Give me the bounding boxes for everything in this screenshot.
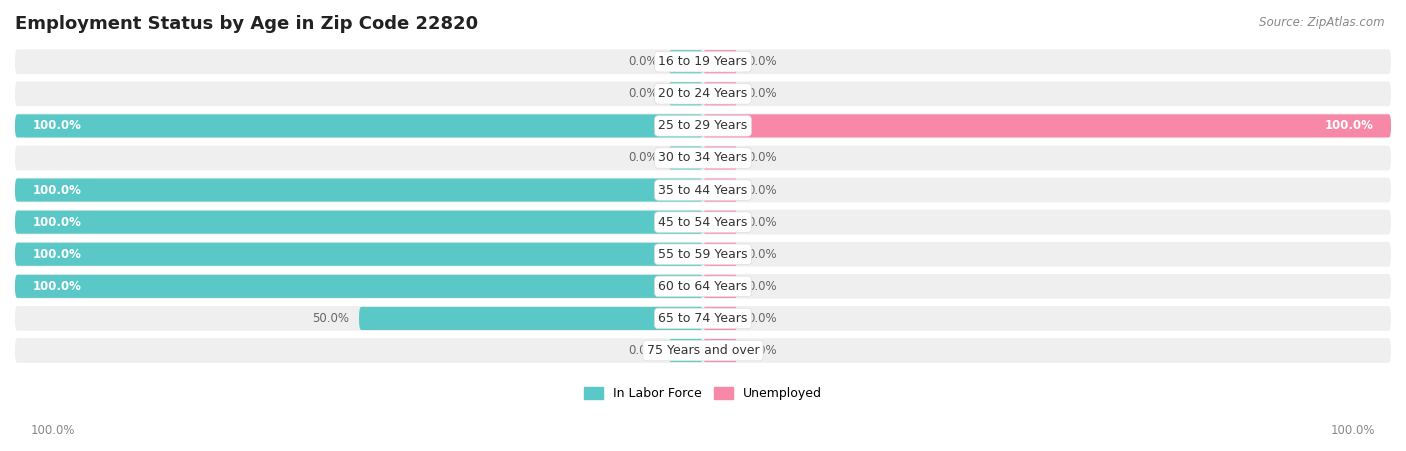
Text: 100.0%: 100.0% bbox=[32, 248, 82, 261]
Text: 50.0%: 50.0% bbox=[312, 312, 349, 325]
Text: 0.0%: 0.0% bbox=[748, 248, 778, 261]
FancyBboxPatch shape bbox=[703, 115, 1391, 138]
FancyBboxPatch shape bbox=[15, 178, 1391, 202]
Text: 25 to 29 Years: 25 to 29 Years bbox=[658, 120, 748, 133]
Text: 100.0%: 100.0% bbox=[31, 424, 76, 437]
Text: 100.0%: 100.0% bbox=[32, 216, 82, 229]
Text: 0.0%: 0.0% bbox=[628, 152, 658, 165]
FancyBboxPatch shape bbox=[15, 338, 1391, 363]
FancyBboxPatch shape bbox=[15, 306, 1391, 331]
Text: 100.0%: 100.0% bbox=[32, 184, 82, 197]
FancyBboxPatch shape bbox=[15, 210, 1391, 235]
Text: Employment Status by Age in Zip Code 22820: Employment Status by Age in Zip Code 228… bbox=[15, 15, 478, 33]
Text: 100.0%: 100.0% bbox=[32, 280, 82, 293]
FancyBboxPatch shape bbox=[669, 82, 703, 106]
Text: 0.0%: 0.0% bbox=[748, 184, 778, 197]
Text: 16 to 19 Years: 16 to 19 Years bbox=[658, 55, 748, 68]
Text: 35 to 44 Years: 35 to 44 Years bbox=[658, 184, 748, 197]
FancyBboxPatch shape bbox=[15, 242, 1391, 267]
Text: 0.0%: 0.0% bbox=[628, 87, 658, 100]
FancyBboxPatch shape bbox=[15, 275, 703, 298]
Text: 100.0%: 100.0% bbox=[32, 120, 82, 133]
FancyBboxPatch shape bbox=[15, 243, 703, 266]
Text: 0.0%: 0.0% bbox=[748, 312, 778, 325]
Text: 0.0%: 0.0% bbox=[628, 344, 658, 357]
FancyBboxPatch shape bbox=[703, 275, 737, 298]
FancyBboxPatch shape bbox=[15, 114, 1391, 138]
Text: 30 to 34 Years: 30 to 34 Years bbox=[658, 152, 748, 165]
Text: 75 Years and over: 75 Years and over bbox=[647, 344, 759, 357]
Text: 0.0%: 0.0% bbox=[748, 55, 778, 68]
Text: 0.0%: 0.0% bbox=[748, 344, 778, 357]
Text: 45 to 54 Years: 45 to 54 Years bbox=[658, 216, 748, 229]
FancyBboxPatch shape bbox=[669, 339, 703, 362]
Text: 0.0%: 0.0% bbox=[748, 152, 778, 165]
FancyBboxPatch shape bbox=[703, 307, 737, 330]
Text: 0.0%: 0.0% bbox=[748, 87, 778, 100]
FancyBboxPatch shape bbox=[703, 211, 737, 234]
FancyBboxPatch shape bbox=[703, 179, 737, 202]
Text: 0.0%: 0.0% bbox=[628, 55, 658, 68]
Text: 20 to 24 Years: 20 to 24 Years bbox=[658, 87, 748, 100]
FancyBboxPatch shape bbox=[359, 307, 703, 330]
FancyBboxPatch shape bbox=[15, 179, 703, 202]
Text: 55 to 59 Years: 55 to 59 Years bbox=[658, 248, 748, 261]
FancyBboxPatch shape bbox=[703, 147, 737, 170]
FancyBboxPatch shape bbox=[703, 82, 737, 106]
Text: 0.0%: 0.0% bbox=[748, 216, 778, 229]
FancyBboxPatch shape bbox=[703, 243, 737, 266]
FancyBboxPatch shape bbox=[15, 274, 1391, 299]
Text: 60 to 64 Years: 60 to 64 Years bbox=[658, 280, 748, 293]
FancyBboxPatch shape bbox=[15, 115, 703, 138]
Legend: In Labor Force, Unemployed: In Labor Force, Unemployed bbox=[579, 382, 827, 405]
Text: 0.0%: 0.0% bbox=[748, 280, 778, 293]
FancyBboxPatch shape bbox=[15, 49, 1391, 74]
FancyBboxPatch shape bbox=[15, 146, 1391, 170]
Text: 100.0%: 100.0% bbox=[1330, 424, 1375, 437]
FancyBboxPatch shape bbox=[703, 339, 737, 362]
Text: Source: ZipAtlas.com: Source: ZipAtlas.com bbox=[1260, 16, 1385, 29]
FancyBboxPatch shape bbox=[703, 50, 737, 73]
FancyBboxPatch shape bbox=[669, 50, 703, 73]
FancyBboxPatch shape bbox=[669, 147, 703, 170]
Text: 65 to 74 Years: 65 to 74 Years bbox=[658, 312, 748, 325]
FancyBboxPatch shape bbox=[15, 82, 1391, 106]
Text: 100.0%: 100.0% bbox=[1324, 120, 1374, 133]
FancyBboxPatch shape bbox=[15, 211, 703, 234]
